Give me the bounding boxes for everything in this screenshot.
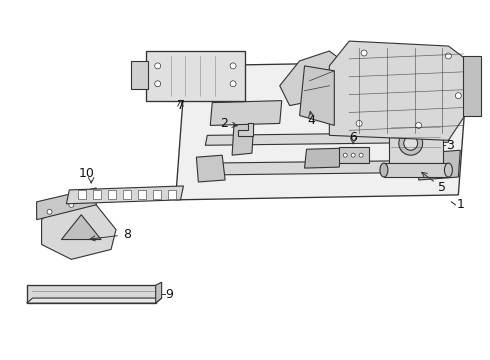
Circle shape — [89, 195, 94, 201]
Circle shape — [416, 122, 421, 129]
Bar — [78, 190, 86, 199]
Polygon shape — [200, 160, 456, 175]
Ellipse shape — [380, 163, 388, 177]
Ellipse shape — [444, 163, 452, 177]
Circle shape — [351, 153, 355, 157]
Polygon shape — [42, 200, 116, 260]
Bar — [26, 285, 156, 303]
Polygon shape — [232, 121, 254, 155]
Text: 4: 4 — [308, 114, 316, 127]
Text: 3: 3 — [446, 139, 454, 152]
Bar — [131, 61, 148, 89]
Bar — [389, 123, 443, 163]
Polygon shape — [26, 298, 162, 303]
Polygon shape — [329, 41, 468, 140]
Polygon shape — [280, 51, 349, 105]
Polygon shape — [299, 66, 334, 125]
Text: 7: 7 — [176, 99, 185, 112]
Text: 1: 1 — [456, 198, 464, 211]
Bar — [384, 163, 448, 177]
Polygon shape — [175, 61, 468, 200]
Polygon shape — [61, 215, 101, 239]
Polygon shape — [238, 123, 253, 136]
Polygon shape — [205, 132, 450, 145]
Bar — [108, 190, 116, 199]
Polygon shape — [305, 148, 341, 168]
Text: 6: 6 — [349, 131, 357, 144]
Polygon shape — [37, 188, 96, 220]
Circle shape — [155, 81, 161, 87]
Circle shape — [69, 202, 74, 207]
Polygon shape — [210, 100, 282, 125]
Circle shape — [356, 121, 362, 126]
Bar — [93, 190, 101, 199]
Circle shape — [343, 153, 347, 157]
Bar — [123, 190, 131, 199]
Polygon shape — [196, 155, 225, 182]
Polygon shape — [156, 282, 162, 303]
Bar — [168, 190, 175, 199]
Circle shape — [455, 93, 461, 99]
Circle shape — [230, 63, 236, 69]
Text: 2: 2 — [220, 117, 237, 130]
Circle shape — [399, 131, 422, 155]
Circle shape — [47, 209, 52, 214]
Circle shape — [404, 136, 417, 150]
Polygon shape — [66, 186, 183, 204]
Text: 8: 8 — [90, 228, 131, 241]
Bar — [464, 56, 481, 116]
Circle shape — [359, 153, 363, 157]
Bar — [146, 51, 245, 100]
Bar — [339, 147, 369, 163]
Polygon shape — [418, 150, 460, 180]
Circle shape — [361, 50, 367, 56]
Circle shape — [230, 81, 236, 87]
Bar — [153, 190, 161, 199]
Text: 5: 5 — [422, 172, 446, 194]
Bar — [138, 190, 146, 199]
Circle shape — [155, 63, 161, 69]
Text: 10: 10 — [78, 167, 94, 180]
Circle shape — [445, 53, 451, 59]
Text: 9: 9 — [166, 288, 173, 301]
